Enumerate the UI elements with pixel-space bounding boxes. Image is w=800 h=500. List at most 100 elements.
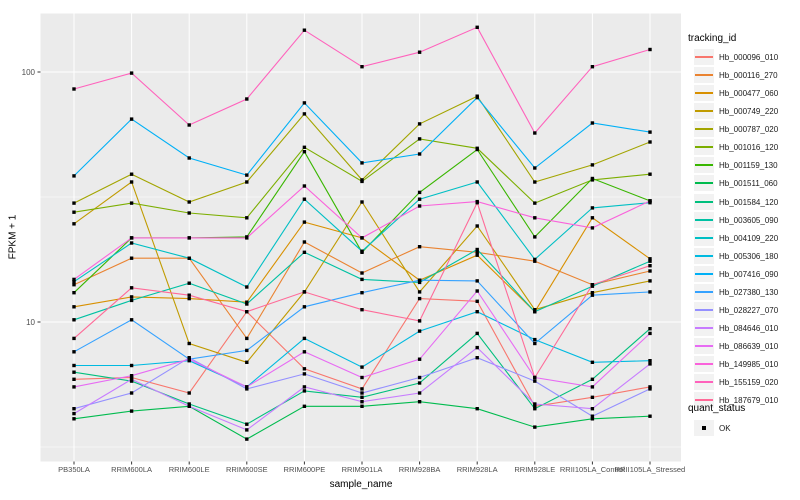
data-point	[590, 121, 595, 125]
data-point	[648, 199, 652, 203]
data-point	[360, 200, 364, 204]
legend-label: Hb_084646_010	[719, 324, 779, 334]
data-point	[302, 101, 307, 105]
data-point	[245, 437, 249, 441]
data-point	[187, 156, 191, 160]
data-point	[72, 336, 76, 341]
data-point	[648, 331, 652, 336]
legend-key	[694, 85, 714, 102]
data-point	[648, 290, 652, 294]
legend-label: OK	[719, 424, 731, 433]
data-point	[129, 241, 134, 245]
data-point	[302, 150, 307, 154]
legend-label: Hb_000477_060	[719, 89, 779, 99]
legend-line-swatch	[695, 164, 713, 167]
data-point	[533, 337, 537, 342]
data-point	[245, 422, 249, 426]
data-point	[302, 28, 307, 32]
data-point	[648, 172, 652, 176]
data-point	[417, 357, 422, 361]
x-tick-label-RRIM600LE: RRIM600LE	[168, 465, 210, 474]
data-point	[360, 277, 364, 282]
data-point	[590, 395, 595, 399]
data-point	[417, 204, 422, 208]
data-point	[245, 236, 249, 240]
data-point	[245, 173, 249, 177]
data-point	[475, 250, 479, 254]
data-point	[417, 137, 422, 141]
data-point	[590, 377, 595, 381]
data-point	[590, 360, 595, 364]
data-point	[245, 300, 249, 304]
data-point	[72, 283, 76, 287]
legend-key	[694, 229, 714, 246]
data-point	[302, 350, 307, 354]
x-tick-label-RRIM928LE: RRIM928LE	[514, 465, 556, 474]
data-point	[129, 172, 134, 176]
legend-line-swatch	[695, 381, 713, 384]
data-point	[72, 87, 76, 91]
data-point	[72, 370, 76, 374]
data-point	[129, 377, 134, 381]
legend-key	[694, 265, 714, 282]
data-point	[129, 318, 134, 322]
data-point	[590, 293, 595, 297]
x-tick-label-RRIM600PE: RRIM600PE	[283, 465, 326, 474]
data-point	[129, 286, 134, 290]
data-point	[129, 117, 134, 121]
data-point	[648, 414, 652, 418]
data-point	[417, 190, 422, 195]
data-point	[417, 278, 422, 282]
legend-key	[694, 301, 714, 318]
legend-label: Hb_027380_130	[719, 287, 779, 297]
data-point	[129, 375, 134, 380]
y-axis-title: FPKM + 1	[7, 214, 19, 260]
legend-key	[694, 356, 714, 373]
x-tick-label-RRIM928LA: RRIM928LA	[456, 465, 498, 474]
data-point	[245, 285, 249, 289]
data-point	[129, 363, 134, 368]
data-point	[590, 226, 595, 230]
data-point	[187, 123, 191, 127]
data-point	[648, 259, 652, 263]
legend-line-swatch	[695, 399, 713, 402]
data-point	[533, 235, 537, 239]
legend-title-tracking-id: tracking_id	[688, 33, 737, 44]
data-point	[648, 385, 652, 389]
data-point	[302, 404, 307, 408]
legend-line-swatch	[695, 56, 713, 58]
data-point	[417, 391, 422, 395]
data-point	[417, 319, 422, 323]
data-point	[129, 409, 134, 413]
data-point	[72, 222, 76, 226]
data-point	[648, 359, 652, 363]
legend-label: Hb_001511_060	[719, 179, 778, 189]
data-point	[590, 65, 595, 69]
legend-line-swatch	[695, 236, 713, 239]
data-point	[648, 140, 652, 144]
data-point	[475, 25, 479, 29]
legend-label: Hb_187679_010	[719, 396, 779, 406]
legend-label: Hb_000749_220	[719, 107, 779, 117]
data-point	[72, 417, 76, 421]
data-point	[417, 122, 422, 126]
data-point	[72, 350, 76, 354]
data-point	[648, 264, 652, 268]
x-tick-label-RRIM600LA: RRIM600LA	[111, 465, 153, 474]
data-point	[533, 341, 537, 346]
x-tick-label-PB350LA: PB350LA	[58, 465, 90, 474]
data-point	[187, 391, 191, 395]
data-point	[417, 400, 422, 404]
data-point	[72, 210, 76, 214]
legend-label: Hb_001584_120	[719, 197, 779, 207]
data-point	[648, 327, 652, 331]
legend-label: Hb_086639_010	[719, 342, 779, 352]
legend-key	[694, 320, 714, 337]
legend-key	[694, 103, 714, 120]
legend-key	[694, 420, 714, 436]
data-point	[129, 201, 134, 205]
legend-key	[694, 338, 714, 355]
data-point	[475, 201, 479, 205]
data-point	[475, 356, 479, 360]
data-point	[360, 400, 364, 404]
